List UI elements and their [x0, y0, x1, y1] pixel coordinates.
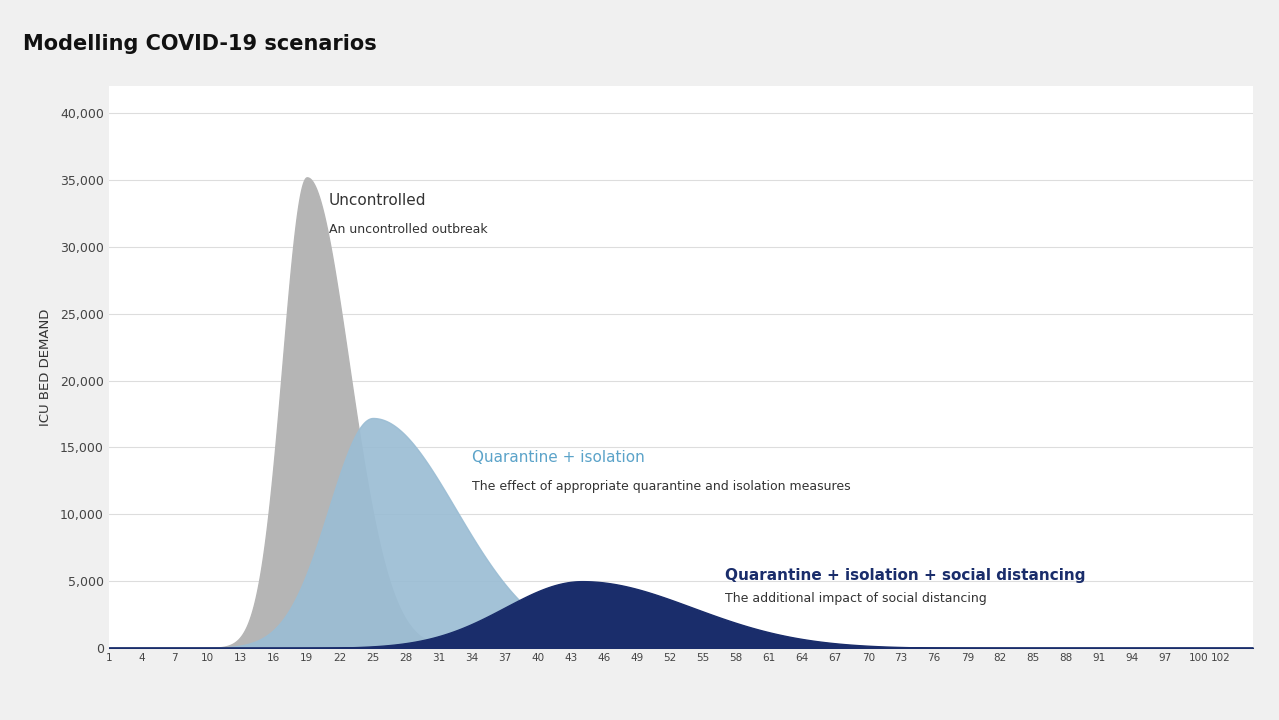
Y-axis label: ICU BED DEMAND: ICU BED DEMAND [38, 308, 51, 426]
Text: Uncontrolled: Uncontrolled [329, 194, 426, 208]
Text: The effect of appropriate quarantine and isolation measures: The effect of appropriate quarantine and… [472, 480, 851, 492]
Text: An uncontrolled outbreak: An uncontrolled outbreak [329, 222, 487, 235]
Text: Quarantine + isolation: Quarantine + isolation [472, 450, 645, 465]
Text: Quarantine + isolation + social distancing: Quarantine + isolation + social distanci… [725, 568, 1086, 582]
Text: Modelling COVID-19 scenarios: Modelling COVID-19 scenarios [23, 34, 377, 54]
Text: The additional impact of social distancing: The additional impact of social distanci… [725, 592, 987, 605]
